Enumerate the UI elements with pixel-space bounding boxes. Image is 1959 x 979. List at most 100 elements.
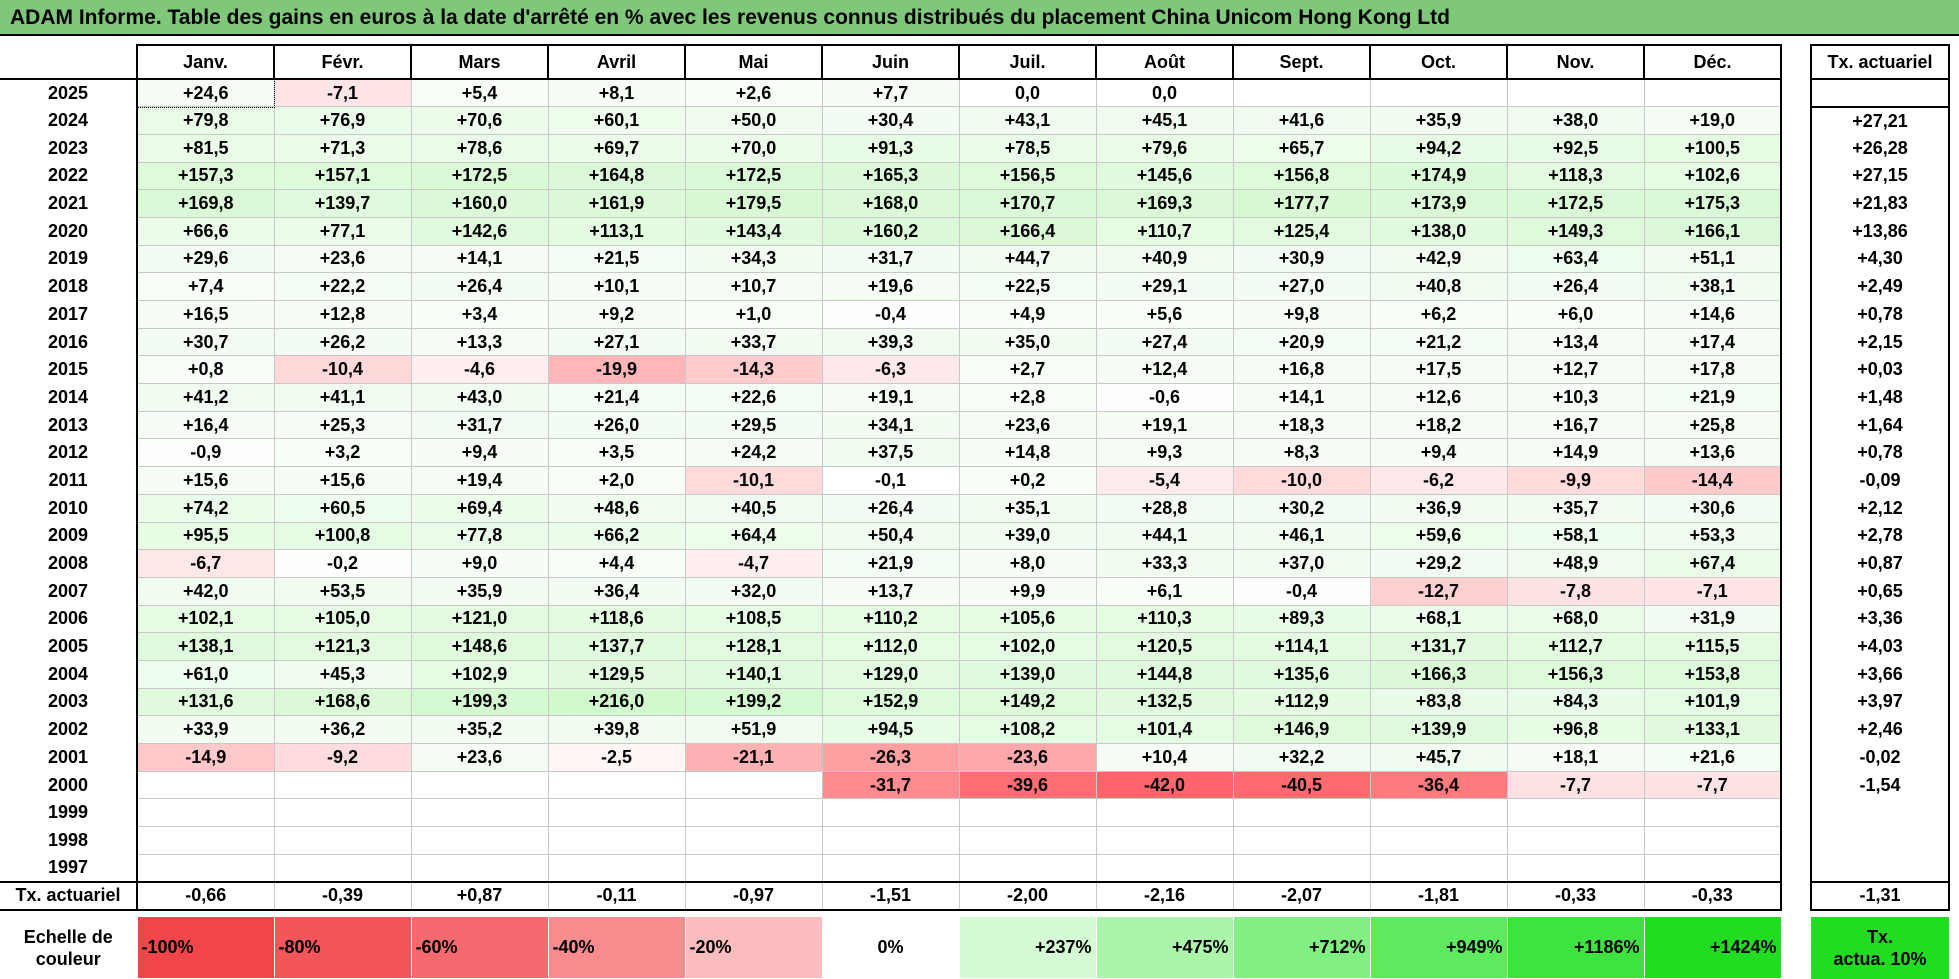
gain-cell[interactable]: +48,9 bbox=[1506, 549, 1645, 578]
gain-cell[interactable]: +169,8 bbox=[136, 189, 275, 218]
gain-cell[interactable]: -2,5 bbox=[547, 743, 686, 772]
gain-cell[interactable]: +118,6 bbox=[547, 604, 686, 634]
gain-cell[interactable] bbox=[410, 853, 549, 883]
gain-cell[interactable]: +35,7 bbox=[1506, 493, 1645, 523]
gain-cell[interactable]: -40,5 bbox=[1232, 770, 1371, 800]
gain-cell[interactable]: +79,8 bbox=[136, 106, 275, 135]
gain-cell[interactable]: +17,8 bbox=[1643, 355, 1782, 385]
gain-cell[interactable]: +35,2 bbox=[410, 715, 549, 744]
gain-cell[interactable]: +91,3 bbox=[821, 133, 960, 163]
gain-cell[interactable]: -14,3 bbox=[684, 355, 823, 385]
gain-cell[interactable]: +76,9 bbox=[273, 106, 412, 135]
gain-cell[interactable]: +199,3 bbox=[410, 687, 549, 717]
gain-cell[interactable] bbox=[958, 826, 1097, 855]
gain-cell[interactable]: +23,6 bbox=[410, 743, 549, 772]
gain-cell[interactable]: -10,4 bbox=[273, 355, 412, 385]
gain-cell[interactable]: +138,1 bbox=[136, 632, 275, 661]
gain-cell[interactable]: +164,8 bbox=[547, 161, 686, 191]
gain-cell[interactable]: +9,8 bbox=[1232, 300, 1371, 329]
gain-cell[interactable]: +35,1 bbox=[958, 493, 1097, 523]
gain-cell[interactable]: +33,7 bbox=[684, 327, 823, 357]
gain-cell[interactable]: +9,2 bbox=[547, 300, 686, 329]
gain-cell[interactable]: +23,6 bbox=[958, 410, 1097, 440]
gain-cell[interactable]: +10,1 bbox=[547, 272, 686, 301]
gain-cell[interactable]: +21,9 bbox=[821, 549, 960, 578]
gain-cell[interactable]: +14,1 bbox=[1232, 383, 1371, 412]
gain-cell[interactable]: +29,2 bbox=[1369, 549, 1508, 578]
gain-cell[interactable]: 0,0 bbox=[958, 78, 1097, 108]
gain-cell[interactable]: +105,6 bbox=[958, 604, 1097, 634]
gain-cell[interactable]: +29,6 bbox=[136, 244, 275, 274]
gain-cell[interactable]: +2,6 bbox=[684, 78, 823, 108]
gain-cell[interactable]: +177,7 bbox=[1232, 189, 1371, 218]
gain-cell[interactable]: +41,1 bbox=[273, 383, 412, 412]
gain-cell[interactable]: +77,8 bbox=[410, 521, 549, 551]
gain-cell[interactable]: +53,5 bbox=[273, 576, 412, 606]
gain-cell[interactable]: +8,1 bbox=[547, 78, 686, 108]
gain-cell[interactable]: +94,5 bbox=[821, 715, 960, 744]
gain-cell[interactable]: -39,6 bbox=[958, 770, 1097, 800]
gain-cell[interactable]: -7,7 bbox=[1506, 770, 1645, 800]
gain-cell[interactable]: +3,5 bbox=[547, 438, 686, 468]
gain-cell[interactable]: +15,6 bbox=[273, 466, 412, 495]
gain-cell[interactable]: -21,1 bbox=[684, 743, 823, 772]
gain-cell[interactable]: +39,3 bbox=[821, 327, 960, 357]
gain-cell[interactable]: +131,7 bbox=[1369, 632, 1508, 661]
gain-cell[interactable]: +146,9 bbox=[1232, 715, 1371, 744]
gain-cell[interactable]: +77,1 bbox=[273, 216, 412, 246]
gain-cell[interactable]: -0,1 bbox=[821, 466, 960, 495]
gain-cell[interactable] bbox=[1095, 798, 1234, 828]
gain-cell[interactable]: +40,5 bbox=[684, 493, 823, 523]
gain-cell[interactable] bbox=[1506, 826, 1645, 855]
gain-cell[interactable]: +27,1 bbox=[547, 327, 686, 357]
gain-cell[interactable]: +170,7 bbox=[958, 189, 1097, 218]
gain-cell[interactable]: +137,7 bbox=[547, 632, 686, 661]
gain-cell[interactable] bbox=[684, 770, 823, 800]
gain-cell[interactable] bbox=[547, 798, 686, 828]
gain-cell[interactable]: +30,4 bbox=[821, 106, 960, 135]
gain-cell[interactable]: +7,4 bbox=[136, 272, 275, 301]
gain-cell[interactable]: +12,6 bbox=[1369, 383, 1508, 412]
gain-cell[interactable]: +17,5 bbox=[1369, 355, 1508, 385]
gain-cell[interactable]: +121,0 bbox=[410, 604, 549, 634]
gain-cell[interactable]: +29,5 bbox=[684, 410, 823, 440]
gain-cell[interactable]: +26,4 bbox=[410, 272, 549, 301]
gain-cell[interactable]: +68,1 bbox=[1369, 604, 1508, 634]
gain-cell[interactable] bbox=[273, 853, 412, 883]
gain-cell[interactable] bbox=[684, 826, 823, 855]
gain-cell[interactable]: +156,3 bbox=[1506, 659, 1645, 689]
gain-cell[interactable] bbox=[547, 770, 686, 800]
gain-cell[interactable]: +19,1 bbox=[821, 383, 960, 412]
gain-cell[interactable]: +29,1 bbox=[1095, 272, 1234, 301]
gain-cell[interactable]: +32,2 bbox=[1232, 743, 1371, 772]
gain-cell[interactable]: +28,8 bbox=[1095, 493, 1234, 523]
gain-cell[interactable] bbox=[136, 826, 275, 855]
gain-cell[interactable]: +101,9 bbox=[1643, 687, 1782, 717]
gain-cell[interactable]: +20,9 bbox=[1232, 327, 1371, 357]
gain-cell[interactable]: +25,8 bbox=[1643, 410, 1782, 440]
gain-cell[interactable] bbox=[1232, 78, 1371, 108]
gain-cell[interactable]: +26,2 bbox=[273, 327, 412, 357]
gain-cell[interactable]: +89,3 bbox=[1232, 604, 1371, 634]
gain-cell[interactable]: +12,8 bbox=[273, 300, 412, 329]
gain-cell[interactable]: +157,3 bbox=[136, 161, 275, 191]
gain-cell[interactable]: +22,5 bbox=[958, 272, 1097, 301]
gain-cell[interactable] bbox=[1506, 853, 1645, 883]
gain-cell[interactable]: +46,1 bbox=[1232, 521, 1371, 551]
gain-cell[interactable]: +21,4 bbox=[547, 383, 686, 412]
gain-cell[interactable]: +21,2 bbox=[1369, 327, 1508, 357]
gain-cell[interactable]: +140,1 bbox=[684, 659, 823, 689]
gain-cell[interactable]: +102,1 bbox=[136, 604, 275, 634]
gain-cell[interactable]: +95,5 bbox=[136, 521, 275, 551]
gain-cell[interactable] bbox=[136, 798, 275, 828]
gain-cell[interactable]: +114,1 bbox=[1232, 632, 1371, 661]
gain-cell[interactable]: +199,2 bbox=[684, 687, 823, 717]
gain-cell[interactable]: +64,4 bbox=[684, 521, 823, 551]
gain-cell[interactable]: -6,3 bbox=[821, 355, 960, 385]
gain-cell[interactable]: +172,5 bbox=[684, 161, 823, 191]
gain-cell[interactable]: +50,4 bbox=[821, 521, 960, 551]
gain-cell[interactable]: +26,4 bbox=[1506, 272, 1645, 301]
gain-cell[interactable]: +168,6 bbox=[273, 687, 412, 717]
gain-cell[interactable] bbox=[273, 798, 412, 828]
gain-cell[interactable] bbox=[273, 826, 412, 855]
